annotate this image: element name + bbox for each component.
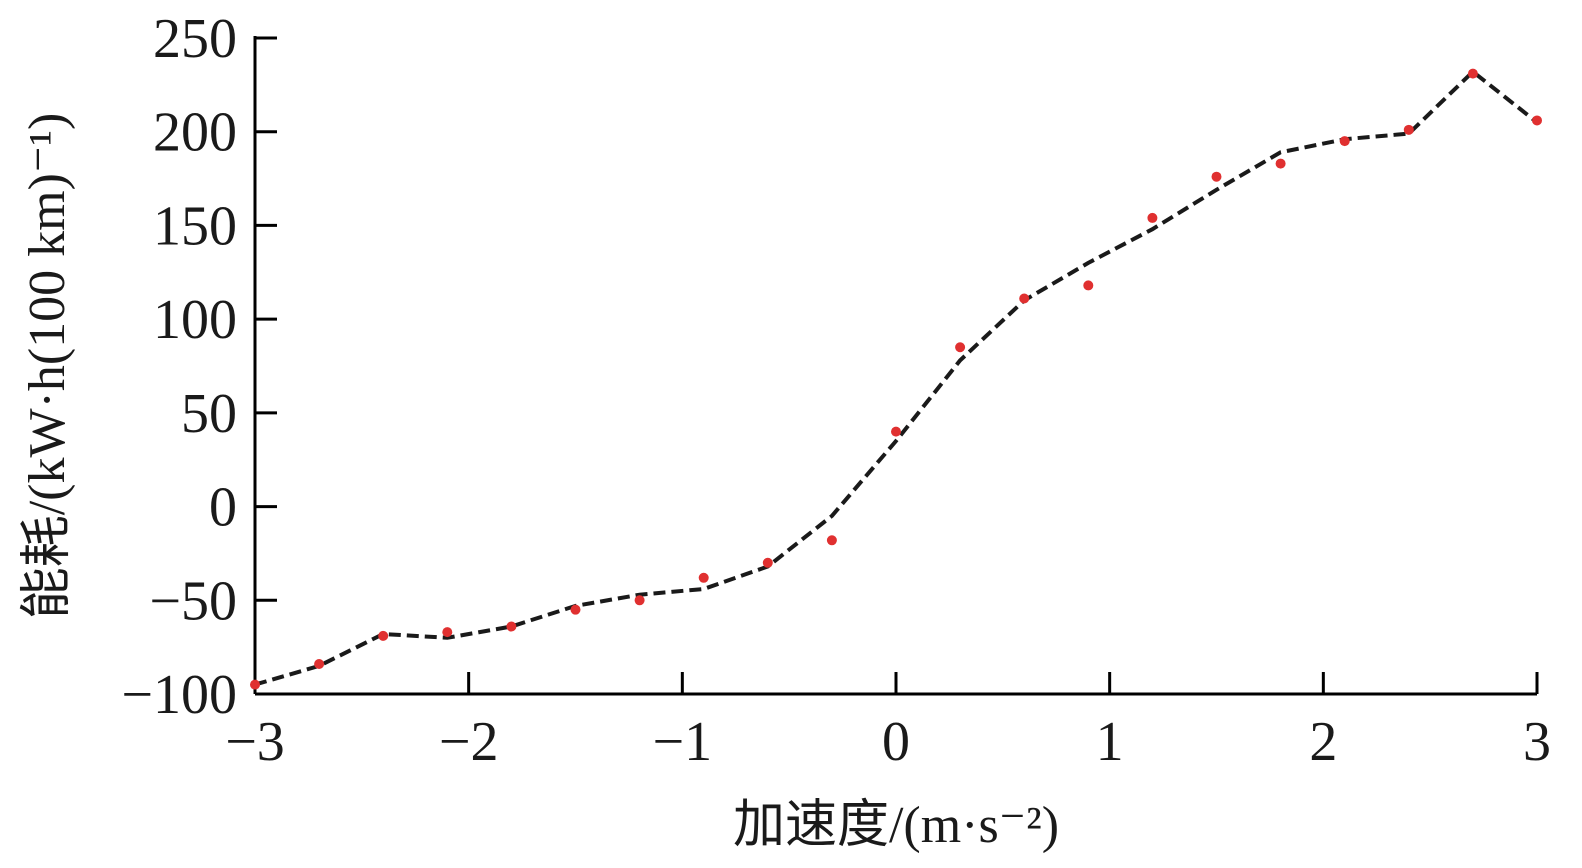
data-point: [698, 572, 709, 583]
data-points: [250, 68, 1542, 690]
x-tick-label: −1: [653, 711, 713, 773]
data-point: [891, 426, 901, 437]
data-point: [570, 604, 581, 615]
data-point: [955, 342, 966, 353]
x-tick-label: 2: [1309, 711, 1337, 773]
x-tick-label: −2: [439, 711, 499, 773]
data-point: [250, 679, 260, 690]
y-ticks: −100 −50 0 50 100 150 200 250: [121, 8, 277, 726]
x-axis-title: 加速度/(m·s⁻²): [733, 797, 1059, 854]
x-tick-label: 3: [1523, 711, 1551, 773]
data-point: [826, 535, 837, 546]
x-ticks: −3 −2 −1 0 1 2 3: [225, 672, 1551, 773]
x-tick-label: −3: [225, 711, 285, 773]
data-point: [1403, 124, 1414, 135]
y-axis-title: 能耗/(kW·h(100 km)⁻¹): [19, 113, 76, 620]
data-point: [314, 659, 325, 670]
data-point: [378, 630, 389, 641]
y-tick-label: 0: [209, 477, 237, 539]
y-tick-label: 50: [181, 383, 237, 445]
x-tick-label: 0: [882, 711, 910, 773]
data-point: [1275, 158, 1286, 169]
data-point: [1019, 293, 1030, 304]
data-point: [1083, 280, 1094, 291]
y-tick-label: 200: [153, 102, 237, 164]
data-point: [1147, 212, 1158, 223]
y-tick-label: −50: [149, 570, 237, 632]
y-tick-label: 150: [153, 195, 237, 257]
data-point: [634, 595, 645, 606]
y-tick-label: 100: [153, 289, 237, 351]
data-point: [442, 627, 453, 638]
fitted-dashed-line: [254, 69, 1539, 687]
data-point: [1211, 171, 1222, 182]
data-point: [1532, 115, 1542, 126]
y-tick-label: 250: [153, 8, 237, 70]
data-point: [1467, 68, 1478, 79]
data-point: [506, 621, 517, 632]
axes: [253, 36, 1537, 696]
x-tick-label: 1: [1096, 711, 1124, 773]
y-tick-label: −100: [121, 664, 237, 726]
data-point: [762, 557, 773, 568]
data-point: [1339, 136, 1350, 147]
